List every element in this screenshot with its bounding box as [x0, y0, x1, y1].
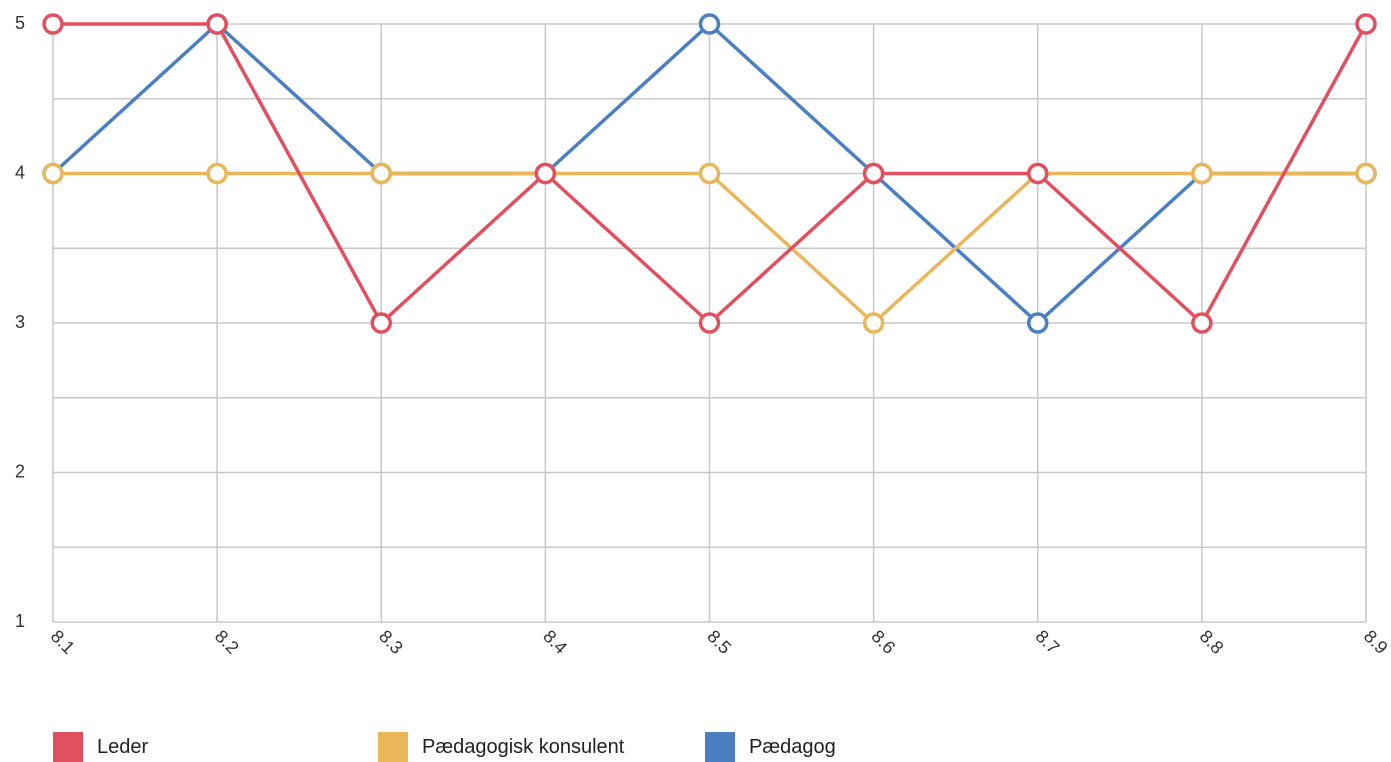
data-point-leder	[698, 312, 721, 334]
legend-label-paedagog: Pædagog	[749, 735, 836, 758]
legend-item-paedagog: Pædagog	[705, 732, 836, 762]
data-point-leder	[206, 13, 228, 35]
x-axis-ticks: 8.1 8.2 8.3 8.4 8.5 8.6 8.7 8.8 8.9	[47, 626, 1391, 658]
series-leder	[42, 13, 1377, 334]
y-tick-label: 2	[15, 461, 25, 481]
data-point-leder	[1027, 162, 1049, 185]
data-point-paedagogisk-konsulent	[370, 162, 392, 185]
data-point-leder	[370, 312, 392, 334]
y-tick-label: 3	[15, 312, 25, 332]
data-point-paedagogisk-konsulent	[1191, 162, 1213, 185]
data-point-paedagog	[1027, 312, 1049, 334]
data-point-paedagogisk-konsulent	[862, 312, 885, 334]
x-tick-label: 8.1	[47, 626, 79, 658]
y-axis-ticks: 1 2 3 4 5	[15, 13, 25, 631]
y-tick-label: 1	[15, 611, 25, 631]
x-tick-label: 8.4	[539, 626, 571, 658]
x-tick-label: 8.6	[867, 626, 899, 658]
data-point-leder	[1191, 312, 1213, 334]
legend-swatch-paedagog	[705, 732, 735, 762]
series-lines	[42, 13, 1377, 334]
line-chart: 1 2 3 4 5 8.1 8.2 8.3 8.4 8.5 8.6 8.7 8.8 8.9	[15, 13, 1391, 658]
x-tick-label: 8.8	[1196, 626, 1228, 658]
legend-item-paedagogisk-konsulent: Pædagogisk konsulent	[378, 732, 624, 762]
y-tick-label: 4	[15, 162, 25, 182]
data-point-paedagogisk-konsulent	[698, 162, 721, 185]
legend-item-leder: Leder	[53, 732, 148, 762]
x-tick-label: 8.2	[211, 626, 243, 658]
y-tick-label: 5	[15, 13, 25, 33]
legend-swatch-leder	[53, 732, 83, 762]
data-point-paedagog	[698, 13, 721, 35]
legend-swatch-paedagogisk-konsulent	[378, 732, 408, 762]
x-tick-label: 8.5	[703, 626, 735, 658]
legend: Leder Pædagogisk konsulent Pædagog	[0, 732, 1391, 762]
data-point-leder	[42, 13, 64, 35]
legend-label-paedagogisk-konsulent: Pædagogisk konsulent	[422, 735, 625, 758]
legend-label-leder: Leder	[97, 735, 149, 758]
data-point-leder	[1355, 13, 1377, 35]
data-point-leder	[862, 162, 885, 185]
data-point-paedagogisk-konsulent	[1355, 162, 1377, 185]
data-point-leder	[534, 162, 557, 185]
x-tick-label: 8.9	[1360, 626, 1391, 658]
data-point-paedagogisk-konsulent	[206, 162, 228, 185]
x-tick-label: 8.3	[375, 626, 407, 658]
data-point-paedagogisk-konsulent	[42, 162, 64, 185]
x-tick-label: 8.7	[1032, 626, 1064, 658]
